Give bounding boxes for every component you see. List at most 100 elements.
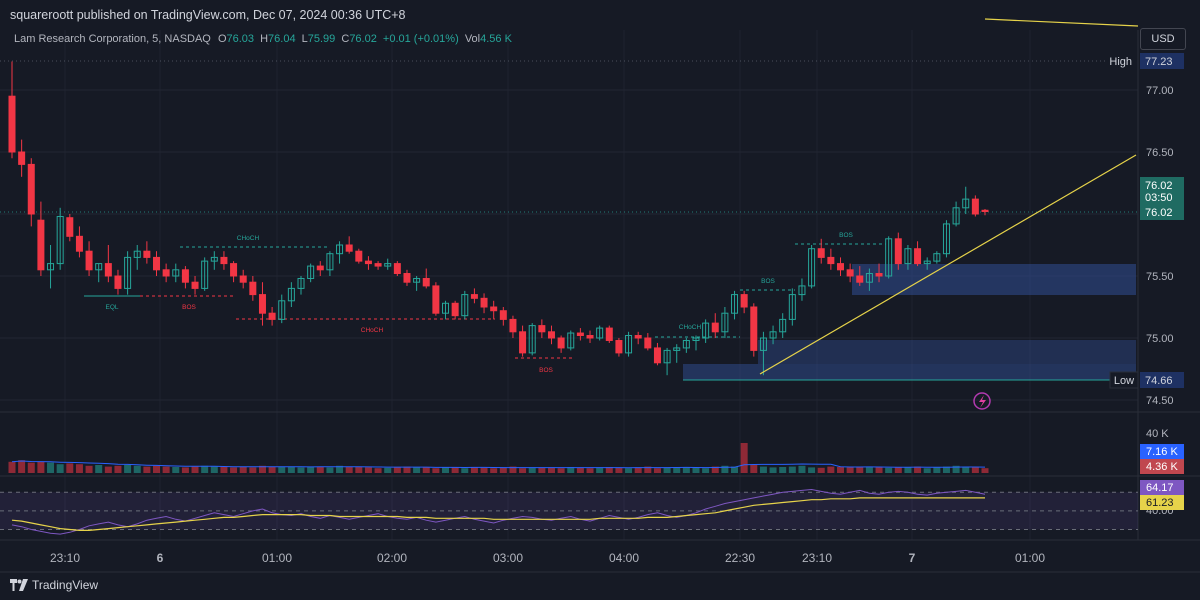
volume-bar-101 (981, 468, 989, 473)
candle-body-48 (470, 294, 478, 299)
time-tick-3: 02:00 (377, 551, 407, 565)
volume-bar-75 (731, 466, 739, 473)
low-value: 74.66 (1145, 375, 1173, 387)
candle-body-75 (731, 294, 739, 314)
time-tick-9: 01:00 (1015, 551, 1045, 565)
volume-bar-89 (865, 467, 873, 473)
candle-body-23 (230, 263, 238, 277)
candle-body-17 (172, 269, 180, 277)
candle-body-59 (576, 332, 584, 337)
volume-bar-70 (682, 467, 690, 473)
volume-bar-8 (85, 465, 93, 473)
low-key: L (301, 33, 308, 45)
demand-zone-middle (758, 340, 1136, 364)
volume-bar-57 (557, 468, 565, 473)
time-tick-5: 04:00 (609, 551, 639, 565)
volume-bar-11 (114, 465, 122, 473)
volume-bar-68 (663, 467, 671, 473)
volume-bar-76 (740, 443, 748, 473)
candle-body-69 (673, 347, 681, 351)
candle-body-50 (490, 306, 498, 312)
candle-body-31 (307, 265, 315, 279)
volume-bar-59 (576, 467, 584, 473)
volume-bar-0 (8, 461, 16, 473)
structure-label-bos1: BOS (182, 304, 196, 311)
candle-body-20 (201, 260, 209, 289)
volume-bar-88 (856, 466, 864, 473)
volume-bar-56 (547, 467, 555, 473)
volume-bar-67 (653, 468, 661, 473)
candle-body-24 (239, 275, 247, 283)
volume-bar-60 (586, 468, 594, 473)
candle-body-95 (923, 260, 931, 265)
volume-bar-29 (287, 466, 295, 473)
candle-body-94 (914, 248, 922, 265)
candle-body-91 (885, 238, 893, 277)
candle-body-12 (124, 256, 132, 289)
candle-body-9 (95, 263, 103, 271)
high-label: High (1109, 56, 1132, 68)
volume-bar-54 (528, 467, 536, 473)
volume-bar-15 (153, 465, 161, 473)
candle-body-15 (153, 256, 161, 271)
candle-body-65 (634, 335, 642, 339)
last-price-countdown: 03:50 (1145, 192, 1173, 204)
volume-bar-32 (316, 466, 324, 473)
symbol-name[interactable]: Lam Research Corporation, 5, NASDAQ (14, 33, 211, 45)
volume-bar-91 (885, 467, 893, 473)
candle-body-58 (567, 332, 575, 349)
candle-body-34 (336, 244, 344, 255)
high-value-box (1140, 53, 1184, 69)
candle-body-39 (384, 263, 392, 267)
volume-bar-28 (278, 467, 286, 473)
candle-body-99 (962, 198, 970, 209)
candle-body-90 (875, 273, 883, 277)
volume-key: Vol (464, 33, 481, 45)
volume-bar-33 (326, 467, 334, 473)
candle-body-4 (47, 263, 55, 271)
candle-body-29 (287, 287, 295, 302)
structure-label-choch3: CHoCH (679, 324, 702, 331)
candle-body-44 (432, 285, 440, 314)
volume-bar-71 (692, 467, 700, 473)
time-tick-2: 01:00 (262, 551, 292, 565)
volume-bar-7 (75, 464, 83, 473)
volume-bar-96 (933, 467, 941, 473)
candle-body-76 (740, 294, 748, 308)
last-value: 76.02 (1145, 207, 1173, 219)
candle-body-86 (836, 263, 844, 271)
change-value: +0.01 (+0.01%) (382, 33, 459, 45)
candle-body-3 (37, 219, 45, 271)
volume-bar-83 (808, 467, 816, 473)
candle-body-72 (702, 322, 710, 339)
volume-bar-73 (711, 466, 719, 473)
volume-bar-65 (634, 467, 642, 473)
volume-bar-10 (104, 466, 112, 473)
volume-bar-81 (788, 466, 796, 473)
price-tick-5: 74.50 (1146, 395, 1174, 407)
volume-bar-43 (422, 467, 430, 473)
candle-body-28 (278, 300, 286, 320)
candle-body-22 (220, 256, 228, 265)
candle-body-35 (345, 244, 353, 252)
candle-body-61 (596, 327, 604, 339)
tradingview-logo-icon (10, 579, 28, 591)
candle-body-33 (326, 253, 334, 271)
currency-button[interactable]: USD (1140, 28, 1186, 50)
candle-body-36 (355, 250, 363, 262)
time-tick-8: 7 (909, 551, 916, 565)
volume-bar-22 (220, 467, 228, 473)
candle-body-55 (538, 325, 546, 333)
candle-body-7 (75, 235, 83, 252)
candle-body-93 (904, 248, 912, 265)
candle-body-80 (779, 318, 787, 333)
last-price-box (1140, 177, 1184, 205)
candle-body-41 (403, 273, 411, 283)
candle-body-32 (316, 265, 324, 271)
high-value: 76.04 (268, 33, 296, 45)
time-tick-4: 03:00 (493, 551, 523, 565)
candle-body-13 (133, 250, 141, 258)
close-value: 76.02 (349, 33, 377, 45)
low-value-box (1140, 372, 1184, 388)
